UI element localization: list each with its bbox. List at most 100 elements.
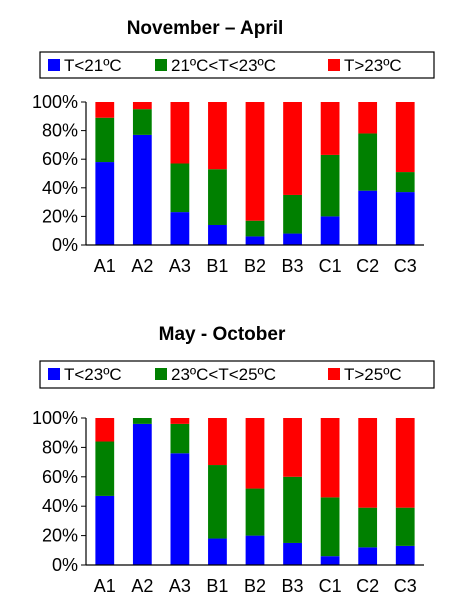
bar-segment [208,465,227,539]
x-tick-label: B1 [206,576,228,596]
bar-segment [170,102,190,164]
bar-segment [132,109,152,135]
bar-segment [283,542,302,565]
y-tick-label: 80% [42,121,78,141]
x-tick-label: C2 [356,576,379,596]
bar-segment [245,488,265,536]
x-tick-label: C3 [394,576,417,596]
bar-segment [358,133,378,191]
chart-november-april: November – April T<21ºC 21ºC<T<23ºC T>23ºC 0… [32,18,435,276]
bar-segment [170,423,190,454]
x-tick-label: B3 [282,576,304,596]
legend-label: 23ºC<T<25ºC [171,365,276,384]
bar-segment [170,212,190,245]
legend-swatch [155,59,167,71]
chart-panel-may-october: May - October T<23ºC 23ºC<T<25ºC T>25ºC 0% 20… [0,304,450,608]
x-tick-label: B2 [244,256,266,276]
bar-segment [95,102,115,118]
bar-segment [358,547,378,565]
y-tick-label: 0% [52,235,78,255]
chart-title: November – April [127,18,284,39]
bar-segment [170,418,190,424]
bar-segment [95,117,115,163]
legend-box [39,51,435,79]
bar-segment [320,418,340,498]
bar-segment [208,169,227,225]
bar-segment [358,507,378,548]
bar-segment [132,102,152,110]
y-tick-label: 60% [42,467,78,487]
bar-segment [320,556,340,565]
x-tick-label: A1 [94,576,116,596]
legend-label: T<21ºC [64,56,122,75]
x-tick-label: A2 [131,576,153,596]
chart-title: May - October [159,324,286,345]
legend-swatch [48,368,60,380]
bar-segment [208,538,227,565]
bar-segment [358,418,378,508]
bar-segment [95,441,115,496]
y-tick-label: 0% [52,555,78,575]
x-tick-label: B3 [282,256,304,276]
legend-swatch [155,368,167,380]
bar-segment [245,418,265,489]
bar-segment [208,224,227,245]
legend-label: T>25ºC [344,365,402,384]
bar-segment [95,162,115,245]
legend-swatch [328,368,340,380]
x-tick-label: B2 [244,576,266,596]
chart-panel-november-april: November – April T<21ºC 21ºC<T<23ºC T>23ºC 0… [0,0,450,300]
legend-box [39,360,435,389]
bar-segment [283,233,302,245]
bar-segment [395,102,415,173]
legend-label: T>23ºC [344,56,402,75]
bar-segment [395,545,415,565]
bar-segment [245,236,265,245]
bar-segment [395,172,415,193]
bar-segment [170,453,190,565]
x-tick-label: A1 [94,256,116,276]
x-tick-label: C1 [319,256,342,276]
bar-segment [245,102,265,221]
x-tick-label: C2 [356,256,379,276]
x-tick-label: A3 [169,256,191,276]
x-tick-label: A2 [131,256,153,276]
bar-segment [358,102,378,134]
bar-segment [95,418,115,442]
legend-swatch [48,59,60,71]
bar-segment [283,102,302,195]
bar-segment [208,418,227,466]
bar-segment [132,423,152,565]
y-tick-label: 20% [42,206,78,226]
x-tick-label: B1 [206,256,228,276]
bar-segment [283,476,302,543]
bar-segment [95,495,115,565]
bar-segment [358,190,378,245]
x-tick-label: C1 [319,576,342,596]
bar-segment [132,418,152,424]
bar-segment [395,418,415,508]
y-tick-label: 100% [32,92,78,112]
bar-segment [132,134,152,245]
chart-may-october: May - October T<23ºC 23ºC<T<25ºC T>25ºC 0% 20… [32,324,435,596]
y-tick-label: 20% [42,526,78,546]
bar-segment [320,216,340,245]
bar-segment [170,163,190,213]
x-tick-label: C3 [394,256,417,276]
bar-segment [208,102,227,170]
bar-segment [395,507,415,546]
bar-segment [283,194,302,234]
bar-segment [245,535,265,565]
y-tick-label: 40% [42,178,78,198]
y-tick-label: 80% [42,437,78,457]
bar-segment [320,154,340,217]
legend-swatch [328,59,340,71]
bar-segment [320,102,340,155]
legend-label: T<23ºC [64,365,122,384]
bar-segment [245,220,265,237]
y-tick-label: 100% [32,408,78,428]
y-tick-label: 60% [42,149,78,169]
legend-label: 21ºC<T<23ºC [171,56,276,75]
y-tick-label: 40% [42,496,78,516]
bar-segment [283,418,302,477]
